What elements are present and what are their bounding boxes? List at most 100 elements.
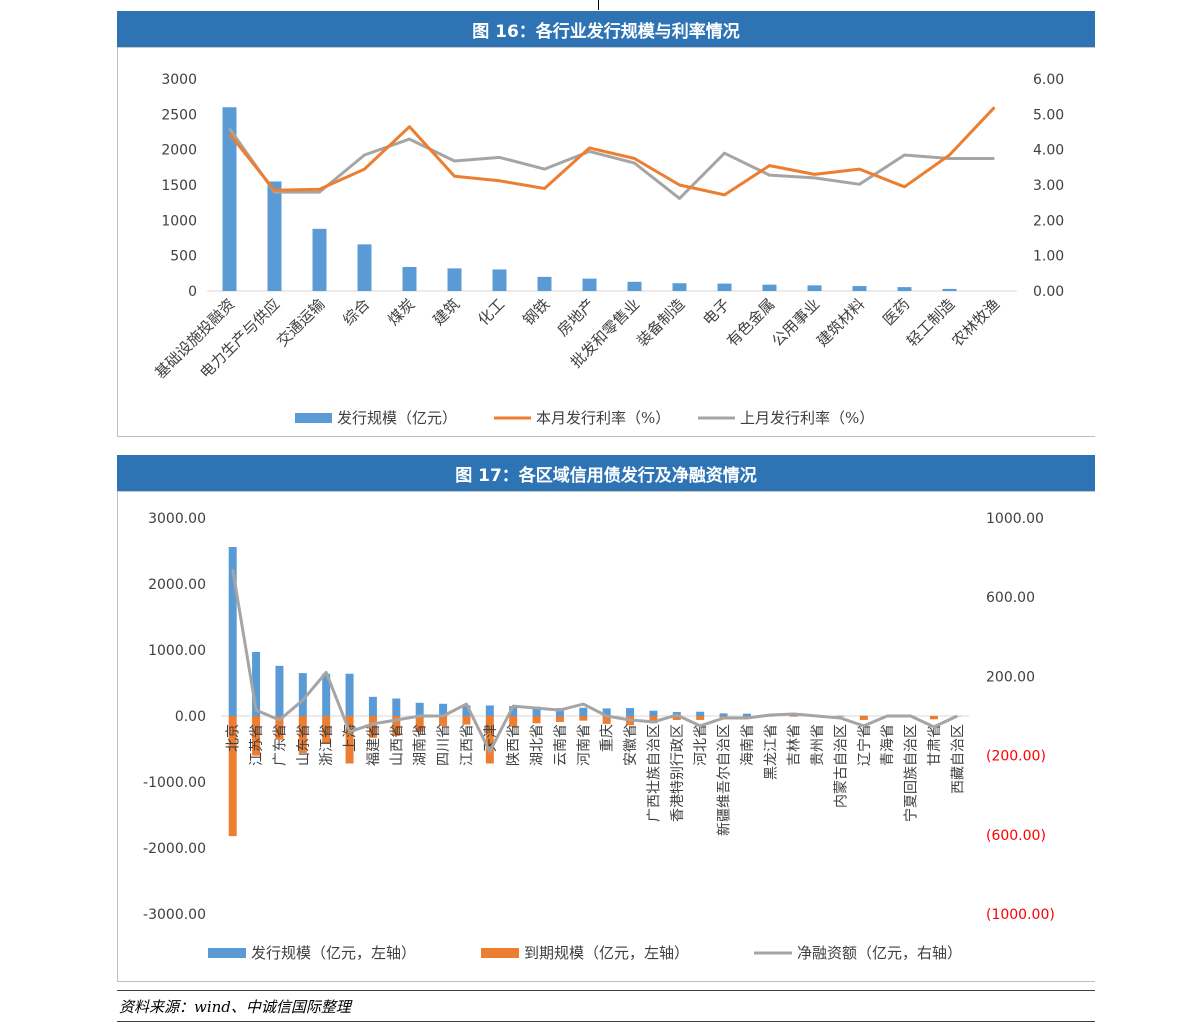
issuance-bar — [392, 698, 401, 716]
right-axis-tick-label: 600.00 — [986, 590, 1035, 606]
maturity-bar — [415, 716, 424, 732]
net-financing-line — [231, 569, 958, 754]
legend-swatch-bar — [208, 948, 246, 958]
issuance-bar — [228, 547, 237, 716]
industry-category-label: 交通运输 — [273, 295, 328, 350]
region-category-label: 黑龙江省 — [763, 724, 779, 780]
region-category-label: 内蒙古自治区 — [833, 724, 849, 808]
legend-swatch-bar — [481, 948, 519, 958]
region-category-label: 吉林省 — [787, 724, 803, 766]
issuance-bar — [357, 244, 372, 291]
issuance-bar — [492, 269, 507, 291]
maturity-bar — [252, 716, 261, 756]
figure-17-left-border — [117, 491, 118, 981]
region-category-label: 重庆 — [600, 724, 616, 752]
right-axis-tick-label: 4.00 — [1033, 143, 1064, 159]
region-category-label: 江苏省 — [249, 724, 265, 766]
region-category-label: 香港特别行政区 — [670, 724, 686, 822]
region-category-label: 广东省 — [272, 724, 288, 766]
maturity-bar — [696, 716, 705, 720]
right-axis-tick-label: 6.00 — [1033, 72, 1064, 88]
issuance-bar — [345, 673, 354, 716]
left-axis-tick-label: 0.00 — [175, 709, 206, 725]
legend-swatch-issuance — [295, 413, 332, 423]
previous-rate-line — [228, 127, 995, 200]
issuance-bar — [439, 703, 448, 716]
industry-category-label: 电力生产与供应 — [196, 295, 283, 382]
left-axis-tick-label: -2000.00 — [143, 841, 206, 857]
left-axis-tick-label: 3000 — [161, 72, 197, 88]
legend-label: 发行规模（亿元） — [337, 409, 457, 427]
region-category-label: 青海省 — [880, 724, 896, 766]
issuance-bar — [312, 228, 327, 291]
right-axis-tick-label: (1000.00) — [986, 907, 1055, 923]
issuance-bar — [275, 665, 284, 716]
region-category-label: 海南省 — [740, 724, 756, 766]
industry-category-label: 有色金属 — [723, 295, 778, 350]
region-category-label: 宁夏回族自治区 — [903, 724, 920, 822]
maturity-bar — [555, 716, 564, 722]
region-category-label: 福建省 — [366, 724, 382, 766]
source-divider-bottom — [117, 1021, 1095, 1022]
issuance-bar — [509, 706, 518, 716]
right-axis-tick-label: 0.00 — [1033, 284, 1064, 300]
maturity-bar — [579, 716, 588, 721]
issuance-bar — [719, 713, 728, 716]
figure-16-title-bar: 图 16： 各行业发行规模与利率情况 — [117, 11, 1095, 47]
right-axis-tick-label: (600.00) — [986, 828, 1046, 844]
region-category-label: 辽宁省 — [856, 724, 873, 766]
right-axis-tick-label: 5.00 — [1033, 107, 1064, 123]
issuance-bar — [485, 705, 494, 716]
figure-17-bottom-border — [117, 981, 1095, 982]
issuance-bar — [742, 713, 751, 716]
region-category-label: 山东省 — [296, 724, 312, 766]
region-category-label: 广西壮族自治区 — [646, 724, 662, 822]
industry-category-label: 基础设施投融资 — [151, 295, 238, 382]
legend-label: 上月发行利率（%） — [740, 409, 874, 427]
issuance-bar — [555, 708, 564, 716]
left-axis-tick-label: 500 — [170, 249, 197, 265]
top-tick-mark — [598, 0, 599, 10]
left-axis-tick-label: 1000.00 — [148, 643, 206, 659]
issuance-bar — [462, 705, 471, 716]
issuance-bar — [762, 284, 777, 291]
issuance-bar — [717, 283, 732, 291]
left-axis-tick-label: 2000.00 — [148, 577, 206, 593]
right-axis-tick-label: 200.00 — [986, 669, 1035, 685]
issuance-bar — [252, 651, 261, 716]
current-rate-line — [228, 106, 996, 197]
left-axis-tick-label: -1000.00 — [143, 775, 206, 791]
maturity-bar — [929, 716, 938, 720]
legend-label: 到期规模（亿元，左轴） — [524, 944, 689, 962]
figure-16-label: 图 16： — [472, 21, 536, 42]
figure-16-bottom-border — [117, 436, 1095, 437]
left-axis-tick-label: 1500 — [161, 178, 197, 194]
maturity-bar — [672, 716, 681, 720]
legend-label: 净融资额（亿元，右轴） — [797, 944, 962, 962]
regional-financing-chart: 3000.00 2000.00 1000.00 0.00 -1000.00 -2000.0… — [143, 511, 1055, 962]
left-axis-tick-label: 0 — [188, 284, 197, 300]
region-category-label: 湖北省 — [530, 724, 546, 766]
left-axis-tick-label: 2500 — [161, 107, 197, 123]
industry-category-label: 装备制造 — [633, 295, 688, 350]
right-axis-tick-label: 1000.00 — [986, 511, 1044, 527]
figure-17-title-bar: 图 17： 各区域信用债发行及净融资情况 — [117, 455, 1095, 491]
left-axis-tick-label: 1000 — [161, 213, 197, 229]
industry-issuance-chart: 3000 2500 2000 1500 1000 500 0 6.00 5.00 4.00 3.00… — [151, 72, 1064, 427]
right-axis-tick-label: 2.00 — [1033, 213, 1064, 229]
issuance-bar — [322, 673, 331, 716]
region-category-label: 甘肃省 — [927, 724, 943, 766]
issuance-bar — [649, 710, 658, 716]
issuance-bar — [942, 288, 957, 291]
maturity-bar — [228, 716, 237, 837]
left-axis-tick-label: -3000.00 — [143, 907, 206, 923]
issuance-bar — [582, 278, 597, 291]
region-category-label: 浙江省 — [319, 724, 335, 766]
issuance-bar — [267, 181, 282, 291]
legend-label: 发行规模（亿元，左轴） — [251, 944, 416, 962]
issuance-bar — [298, 673, 307, 716]
issuance-bar — [897, 287, 912, 291]
maturity-bar — [859, 716, 868, 720]
right-axis-tick-label: (200.00) — [986, 749, 1046, 765]
issuance-bar — [672, 283, 687, 291]
